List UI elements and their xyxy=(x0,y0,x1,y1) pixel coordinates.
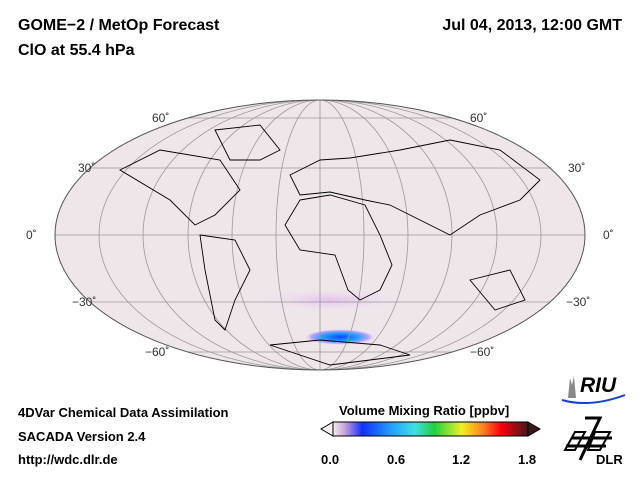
colorbar-tick-0: 0.0 xyxy=(321,452,340,467)
datetime: Jul 04, 2013, 12:00 GMT xyxy=(442,17,622,34)
lat-label-0-right: 0˚ xyxy=(603,228,614,242)
pink-band xyxy=(250,288,410,312)
colorbar xyxy=(332,421,529,437)
lat-label-0-left: 0˚ xyxy=(26,228,37,242)
lat-label-m60-right: −60˚ xyxy=(470,345,495,359)
footer-link[interactable]: http://wdc.dlr.de xyxy=(18,452,118,467)
lat-label-30-left: 30˚ xyxy=(78,161,96,175)
lat-label-60-right: 60˚ xyxy=(470,111,488,125)
riu-logo-text: RIU xyxy=(580,374,617,397)
coastlines xyxy=(119,124,541,366)
lat-label-30-right: 30˚ xyxy=(568,161,586,175)
colorbar-over-arrow xyxy=(527,421,541,437)
lat-label-m30-left: −30˚ xyxy=(72,295,97,309)
colorbar-title: Volume Mixing Ratio [ppbv] xyxy=(339,403,510,418)
lat-label-m60-left: −60˚ xyxy=(145,345,170,359)
title: GOME−2 / MetOp Forecast xyxy=(18,17,220,34)
riu-logo-icon xyxy=(561,376,626,404)
colorbar-tick-1: 0.6 xyxy=(387,452,406,467)
lat-label-m30-right: −30˚ xyxy=(566,295,591,309)
colorbar-under-arrow xyxy=(320,421,334,437)
dlr-logo-icon xyxy=(563,416,612,461)
colorbar-tick-3: 1.8 xyxy=(518,452,537,467)
lat-label-60-left: 60˚ xyxy=(152,111,170,125)
colorbar-tick-2: 1.2 xyxy=(452,452,471,467)
dlr-logo-text: DLR xyxy=(596,452,623,467)
footer-line-1: 4DVar Chemical Data Assimilation xyxy=(18,405,229,420)
graticule xyxy=(55,100,585,370)
footer-line-2: SACADA Version 2.4 xyxy=(18,429,146,444)
clo-maximum xyxy=(304,329,376,345)
globe-outline xyxy=(54,99,586,371)
subtitle: ClO at 55.4 hPa xyxy=(18,42,135,59)
